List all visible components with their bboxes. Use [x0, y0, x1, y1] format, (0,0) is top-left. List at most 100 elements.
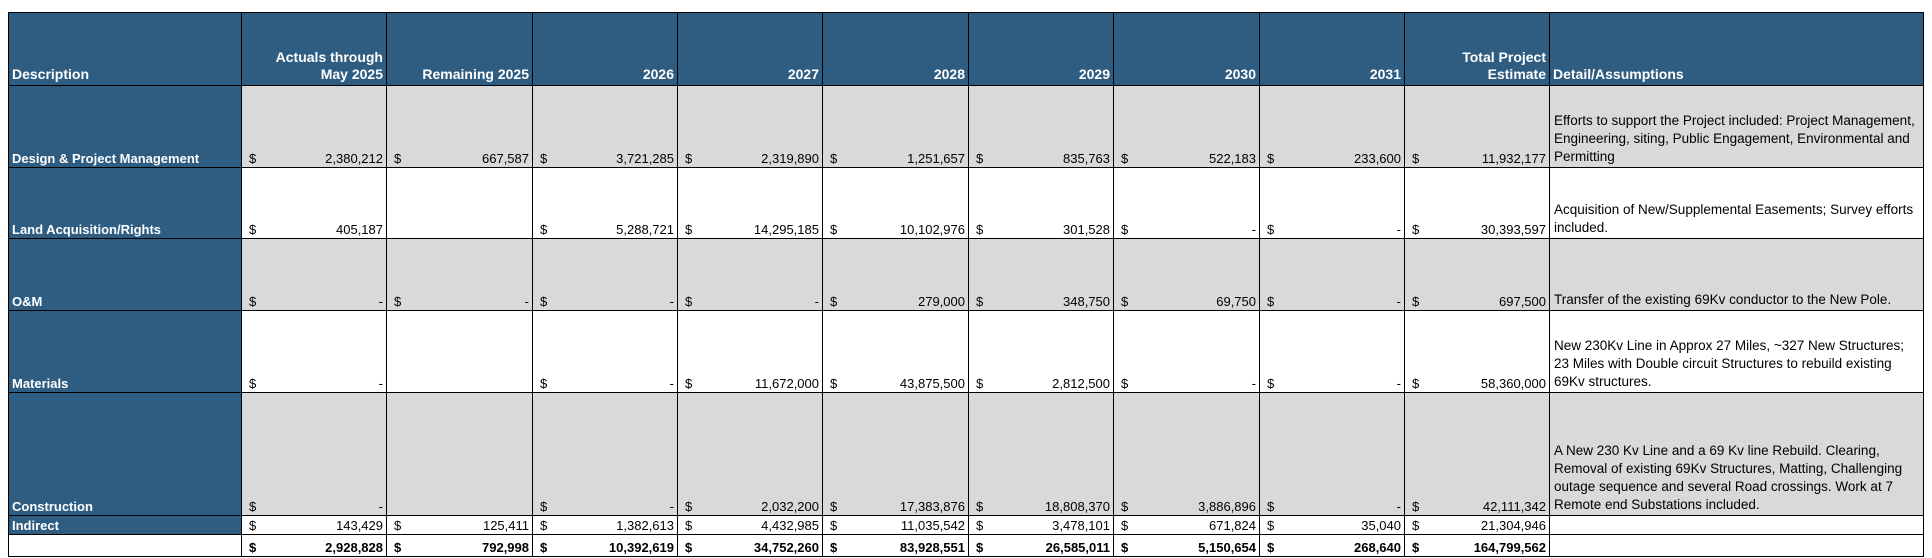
currency-symbol: $ — [394, 518, 402, 533]
cell-value: 125,411 — [482, 518, 529, 533]
cell-actuals: $2,380,212 — [241, 85, 387, 168]
cell-2026: $1,382,613 — [532, 515, 678, 535]
cell-value: - — [669, 499, 674, 514]
cell-value: 58,360,000 — [1480, 376, 1546, 391]
cell-2029: $18,808,370 — [968, 392, 1114, 516]
cell-2026: $ - — [532, 392, 678, 516]
table-row: Land Acquisition/Rights $405,187 $5,288,72… — [8, 167, 1924, 239]
currency-symbol: $ — [540, 222, 548, 237]
currency-symbol: $ — [1267, 540, 1275, 555]
header-2027: 2027 — [677, 12, 823, 86]
cell-value: 164,799,562 — [1473, 540, 1546, 555]
cell-2028: $10,102,976 — [822, 167, 969, 239]
cell-2026: $3,721,285 — [532, 85, 678, 168]
currency-symbol: $ — [1267, 518, 1275, 533]
cell-total-estimate: $21,304,946 — [1404, 515, 1550, 535]
cell-2027: $2,032,200 — [677, 392, 823, 516]
row-detail: Efforts to support the Project included:… — [1549, 85, 1924, 168]
currency-symbol: $ — [1121, 151, 1129, 166]
cell-value: 2,380,212 — [325, 151, 383, 166]
cell-actuals: $ - — [241, 238, 387, 311]
currency-symbol: $ — [685, 294, 693, 309]
cell-value: - — [1251, 222, 1256, 237]
currency-symbol: $ — [540, 294, 548, 309]
cell-value: - — [1251, 376, 1256, 391]
cell-2030: $ - — [1113, 167, 1260, 239]
cell-remaining-2025: $667,587 — [386, 85, 533, 168]
cell-2030: $671,824 — [1113, 515, 1260, 535]
annual-total-row: Annual Total $2,928,828 $792,998 $10,392,61… — [8, 534, 1924, 557]
cell-value: 667,587 — [482, 151, 529, 166]
cell-value: - — [378, 376, 383, 391]
cell-2031: $ - — [1259, 167, 1405, 239]
currency-symbol: $ — [685, 540, 693, 555]
table-row: O&M $ - $ - $ - $ - $279,000 $348,750 $69,750 $ - $697… — [8, 238, 1924, 311]
total-2029: $26,585,011 — [968, 534, 1114, 557]
header-total-estimate: Total Project Estimate — [1404, 12, 1550, 86]
currency-symbol: $ — [249, 518, 257, 533]
cell-2028: $1,251,657 — [822, 85, 969, 168]
row-description: Construction — [8, 392, 242, 516]
cell-value: 301,528 — [1063, 222, 1110, 237]
currency-symbol: $ — [394, 294, 402, 309]
cell-2028: $11,035,542 — [822, 515, 969, 535]
currency-symbol: $ — [249, 151, 257, 166]
total-total-estimate: $164,799,562 — [1404, 534, 1550, 557]
cell-value: 279,000 — [918, 294, 965, 309]
currency-symbol: $ — [1121, 294, 1129, 309]
cell-value: 2,812,500 — [1052, 376, 1110, 391]
cell-value: 143,429 — [336, 518, 383, 533]
cell-2029: $301,528 — [968, 167, 1114, 239]
header-2028: 2028 — [822, 12, 969, 86]
cell-total-estimate: $30,393,597 — [1404, 167, 1550, 239]
cell-value: 26,585,011 — [1045, 540, 1110, 555]
currency-symbol: $ — [830, 294, 838, 309]
row-description: Land Acquisition/Rights — [8, 167, 242, 239]
currency-symbol: $ — [249, 499, 257, 514]
currency-symbol: $ — [976, 222, 984, 237]
currency-symbol: $ — [394, 151, 402, 166]
cell-2029: $3,478,101 — [968, 515, 1114, 535]
currency-symbol: $ — [1267, 222, 1275, 237]
currency-symbol: $ — [249, 540, 257, 555]
currency-symbol: $ — [249, 222, 257, 237]
currency-symbol: $ — [540, 518, 548, 533]
cell-value: 2,928,828 — [325, 540, 383, 555]
currency-symbol: $ — [830, 222, 838, 237]
cell-2031: $ - — [1259, 310, 1405, 393]
cell-actuals: $405,187 — [241, 167, 387, 239]
cell-2031: $35,040 — [1259, 515, 1405, 535]
cell-2031: $ - — [1259, 392, 1405, 516]
cell-value: 42,111,342 — [1482, 499, 1546, 514]
cell-2027: $11,672,000 — [677, 310, 823, 393]
currency-symbol: $ — [249, 376, 257, 391]
cell-value: 43,875,500 — [899, 376, 965, 391]
cell-value: 835,763 — [1063, 151, 1110, 166]
cell-2026: $ - — [532, 310, 678, 393]
cell-remaining-2025 — [386, 167, 533, 239]
row-description: Materials — [8, 310, 242, 393]
total-actuals: $2,928,828 — [241, 534, 387, 557]
currency-symbol: $ — [1267, 376, 1275, 391]
cell-value: 10,392,619 — [608, 540, 674, 555]
total-2031: $268,640 — [1259, 534, 1405, 557]
cell-2030: $69,750 — [1113, 238, 1260, 311]
currency-symbol: $ — [685, 518, 693, 533]
cell-2031: $ - — [1259, 238, 1405, 311]
currency-symbol: $ — [976, 151, 984, 166]
currency-symbol: $ — [1412, 499, 1420, 514]
total-2026: $10,392,619 — [532, 534, 678, 557]
total-2028: $83,928,551 — [822, 534, 969, 557]
table-row: Construction $ - $ - $2,032,200 $17,383,876 $18… — [8, 392, 1924, 516]
currency-symbol: $ — [830, 518, 838, 533]
currency-symbol: $ — [830, 499, 838, 514]
cell-value: 83,928,551 — [899, 540, 965, 555]
currency-symbol: $ — [540, 376, 548, 391]
cell-value: 2,032,200 — [761, 499, 819, 514]
currency-symbol: $ — [1412, 222, 1420, 237]
header-2031: 2031 — [1259, 12, 1405, 86]
cell-2030: $3,886,896 — [1113, 392, 1260, 516]
header-2029: 2029 — [968, 12, 1114, 86]
cell-value: 69,750 — [1216, 294, 1256, 309]
cell-value: 268,640 — [1354, 540, 1401, 555]
